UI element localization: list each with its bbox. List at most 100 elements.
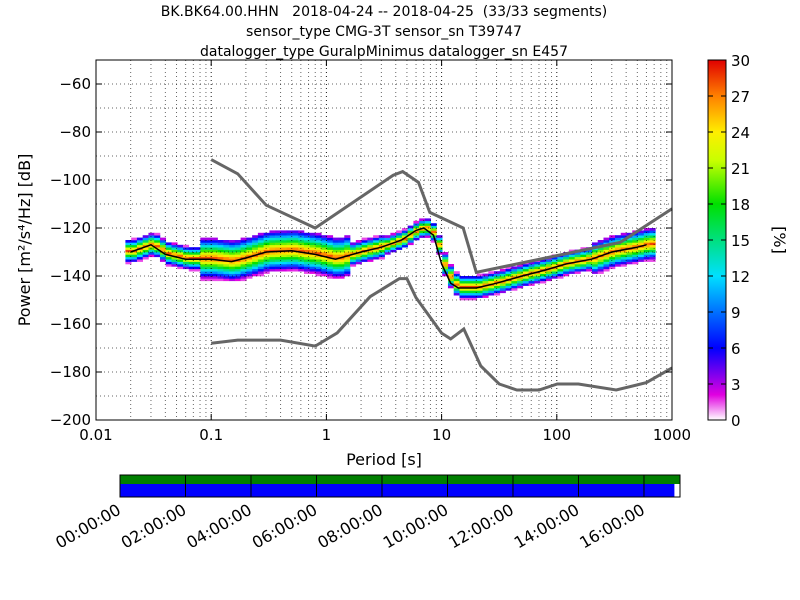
heatmap-cell bbox=[378, 235, 385, 238]
heatmap-cell bbox=[280, 244, 287, 248]
heatmap-cell bbox=[626, 249, 633, 253]
heatmap-cell bbox=[476, 280, 483, 284]
heatmap-cell bbox=[246, 242, 253, 246]
heatmap-cell bbox=[338, 266, 345, 270]
heatmap-cell bbox=[384, 240, 391, 243]
heatmap-cell bbox=[632, 247, 639, 250]
axis-ticks: 0.01 0.1 1 10 100 1000 −200 −180 −160 −140 −120 −10… bbox=[50, 60, 691, 444]
heatmap-cell bbox=[252, 271, 259, 274]
heatmap-cell bbox=[413, 228, 420, 231]
heatmap-cell bbox=[545, 278, 552, 282]
heatmap-cell bbox=[471, 292, 478, 296]
heatmap-cell bbox=[453, 276, 460, 279]
title-line-2: sensor_type CMG-3T sensor_sn T39747 bbox=[246, 24, 522, 40]
heatmap-cell bbox=[275, 235, 282, 238]
heatmap-cell bbox=[309, 264, 316, 267]
heatmap-cell bbox=[373, 237, 380, 241]
heatmap-cell bbox=[350, 259, 357, 262]
heatmap-cell bbox=[240, 254, 247, 258]
heatmap-cell bbox=[229, 254, 236, 258]
heatmap-cell bbox=[246, 237, 253, 241]
heatmap-cell bbox=[309, 271, 316, 274]
heatmap-cell bbox=[430, 225, 437, 229]
heatmap-cell bbox=[465, 295, 472, 298]
heatmap-cell bbox=[367, 259, 374, 262]
heatmap-cell bbox=[488, 278, 495, 282]
heatmap-cell bbox=[355, 261, 362, 265]
heatmap-cell bbox=[419, 230, 426, 234]
heatmap-cell bbox=[615, 259, 622, 262]
heatmap-cell bbox=[568, 259, 575, 262]
heatmap-cell bbox=[206, 240, 213, 243]
heatmap-cell bbox=[591, 268, 599, 272]
heatmap-cell bbox=[332, 254, 339, 258]
heatmap-cell bbox=[378, 247, 385, 250]
heatmap-cell bbox=[620, 232, 627, 236]
y-axis-label: Power [m²/s⁴/Hz] [dB] bbox=[15, 154, 34, 327]
heatmap-cell bbox=[327, 261, 334, 265]
heatmap-cell bbox=[280, 261, 287, 265]
heatmap-cell bbox=[327, 242, 334, 246]
heatmap-cell bbox=[459, 285, 466, 289]
heatmap-cell bbox=[384, 249, 391, 253]
heatmap-cell bbox=[269, 232, 276, 236]
heatmap-cell bbox=[597, 268, 604, 272]
heatmap-cell bbox=[545, 259, 552, 262]
heatmap-cell bbox=[200, 271, 207, 274]
heatmap-cell bbox=[303, 244, 311, 248]
heatmap-cell bbox=[309, 261, 316, 265]
heatmap-cell bbox=[148, 254, 155, 258]
heatmap-cell bbox=[361, 244, 368, 248]
heatmap-cell bbox=[223, 264, 230, 267]
heatmap-cell bbox=[401, 232, 408, 236]
heatmap-cell bbox=[430, 230, 437, 234]
heatmap-cell bbox=[626, 237, 633, 241]
heatmap-cell bbox=[350, 252, 357, 255]
heatmap-cell bbox=[390, 242, 397, 246]
heatmap-cell bbox=[327, 235, 334, 238]
heatmap-cell bbox=[303, 247, 311, 250]
heatmap-cell bbox=[367, 256, 374, 260]
heatmap-cell bbox=[350, 247, 357, 250]
y-tick-label: −100 bbox=[50, 171, 91, 189]
heatmap-cell bbox=[551, 256, 558, 260]
heatmap-cell bbox=[373, 256, 380, 260]
heatmap-cell bbox=[148, 237, 155, 241]
heatmap-cell bbox=[603, 254, 610, 258]
heatmap-cell bbox=[292, 242, 299, 246]
heatmap-cell bbox=[229, 247, 236, 250]
heatmap-cell bbox=[586, 264, 593, 267]
heatmap-cell bbox=[517, 273, 524, 277]
heatmap-cell bbox=[171, 256, 178, 260]
heatmap-cell bbox=[609, 254, 616, 258]
heatmap-cell bbox=[165, 261, 172, 265]
heatmap-cell bbox=[384, 242, 391, 246]
heatmap-cell bbox=[378, 256, 385, 260]
heatmap-cell bbox=[154, 235, 161, 238]
heatmap-cell bbox=[332, 244, 339, 248]
heatmap-cell bbox=[200, 249, 207, 253]
heatmap-cell bbox=[332, 237, 339, 241]
heatmap-cell bbox=[615, 244, 622, 248]
heatmap-cell bbox=[211, 237, 218, 241]
heatmap-cell bbox=[419, 225, 426, 229]
heatmap-cell bbox=[557, 268, 564, 272]
heatmap-cell bbox=[396, 235, 403, 238]
heatmap-cell bbox=[217, 268, 224, 272]
heatmap-cell bbox=[401, 244, 408, 248]
heatmap-cell bbox=[286, 244, 293, 248]
heatmap-cell bbox=[649, 235, 656, 238]
heatmap-cell bbox=[586, 268, 593, 272]
heatmap-cell bbox=[609, 259, 616, 262]
heatmap-cell bbox=[361, 259, 368, 262]
heatmap-cell bbox=[246, 268, 253, 272]
heatmap-cell bbox=[332, 276, 339, 279]
heatmap-cell bbox=[534, 266, 541, 270]
heatmap-cell bbox=[292, 268, 299, 272]
heatmap-cell bbox=[649, 244, 656, 248]
heatmap-cell bbox=[494, 285, 501, 289]
heatmap-cell bbox=[217, 266, 224, 270]
heatmap-cell bbox=[217, 254, 224, 258]
heatmap-cell bbox=[280, 232, 287, 236]
heatmap-cell bbox=[344, 240, 351, 243]
